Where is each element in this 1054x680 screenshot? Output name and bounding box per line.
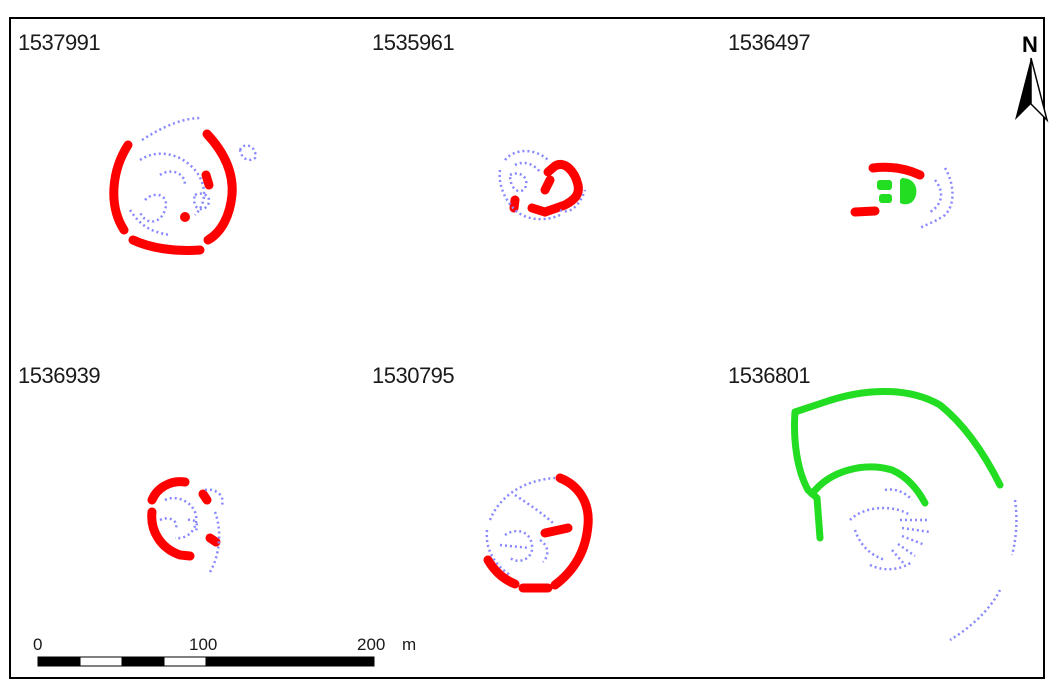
scale-tick-200: 200	[357, 635, 385, 654]
panel-label-4: 1536939	[18, 363, 100, 388]
site-1536801	[791, 388, 1018, 642]
panel-label-1: 1537991	[18, 30, 100, 55]
panel-label-6: 1536801	[728, 363, 810, 388]
site-1530795	[483, 473, 593, 593]
site-1536497	[850, 162, 954, 230]
scale-unit: m	[402, 635, 416, 654]
scale-tick-0: 0	[33, 635, 42, 654]
north-label: N	[1022, 32, 1038, 57]
site-1536939	[147, 477, 224, 573]
scale-bar: 0 100 200 m	[33, 635, 416, 667]
panel-label-5: 1530795	[372, 363, 454, 388]
site-1537991	[109, 116, 257, 255]
scale-tick-100: 100	[189, 635, 217, 654]
site-1535961	[498, 149, 587, 221]
north-arrow-icon: N	[1015, 32, 1049, 123]
map-frame	[9, 17, 1045, 679]
panel-label-3: 1536497	[728, 30, 810, 55]
panel-label-2: 1535961	[372, 30, 454, 55]
